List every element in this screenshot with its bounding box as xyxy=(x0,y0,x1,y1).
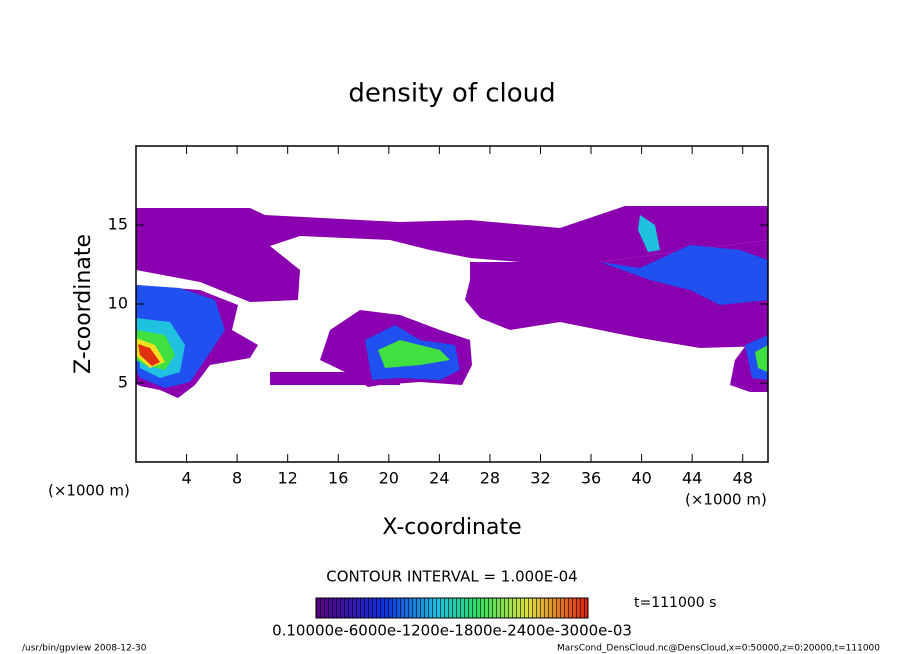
contour-interval: CONTOUR INTERVAL = 1.000E-04 xyxy=(326,568,577,586)
x-tick-label: 32 xyxy=(530,469,550,488)
x-unit-label: (×1000 m) xyxy=(685,491,767,509)
contour-field xyxy=(136,206,768,398)
footer-right: MarsCond_DensCloud.nc@DensCloud,x=0:5000… xyxy=(557,644,880,654)
chart-title: density of cloud xyxy=(348,79,555,109)
x-tick-label: 28 xyxy=(480,469,500,488)
x-tick-label: 40 xyxy=(631,469,651,488)
y-tick-label: 15 xyxy=(108,215,128,234)
colorbar-stripes xyxy=(315,597,589,619)
x-tick-label: 12 xyxy=(278,469,298,488)
x-unit-label: (×1000 m) xyxy=(48,482,130,500)
time-label: t=111000 s xyxy=(634,595,716,611)
y-axis-title: Z-coordinate xyxy=(71,234,96,374)
x-tick-label: 24 xyxy=(429,469,449,488)
x-tick-label: 36 xyxy=(581,469,601,488)
x-tick-label: 44 xyxy=(682,469,702,488)
x-tick-label: 20 xyxy=(379,469,399,488)
footer-left: /usr/bin/gpview 2008-12-30 xyxy=(22,644,147,654)
x-tick-label: 48 xyxy=(733,469,753,488)
x-axis-title: X-coordinate xyxy=(382,515,521,540)
y-tick-label: 10 xyxy=(108,294,128,313)
y-tick-label: 5 xyxy=(118,373,128,392)
x-tick-label: 4 xyxy=(181,469,191,488)
x-tick-label: 8 xyxy=(232,469,242,488)
colorbar-labels: 0.10000e-6000e-1200e-1800e-2400e-3000e-0… xyxy=(272,622,632,640)
x-tick-label: 16 xyxy=(328,469,348,488)
